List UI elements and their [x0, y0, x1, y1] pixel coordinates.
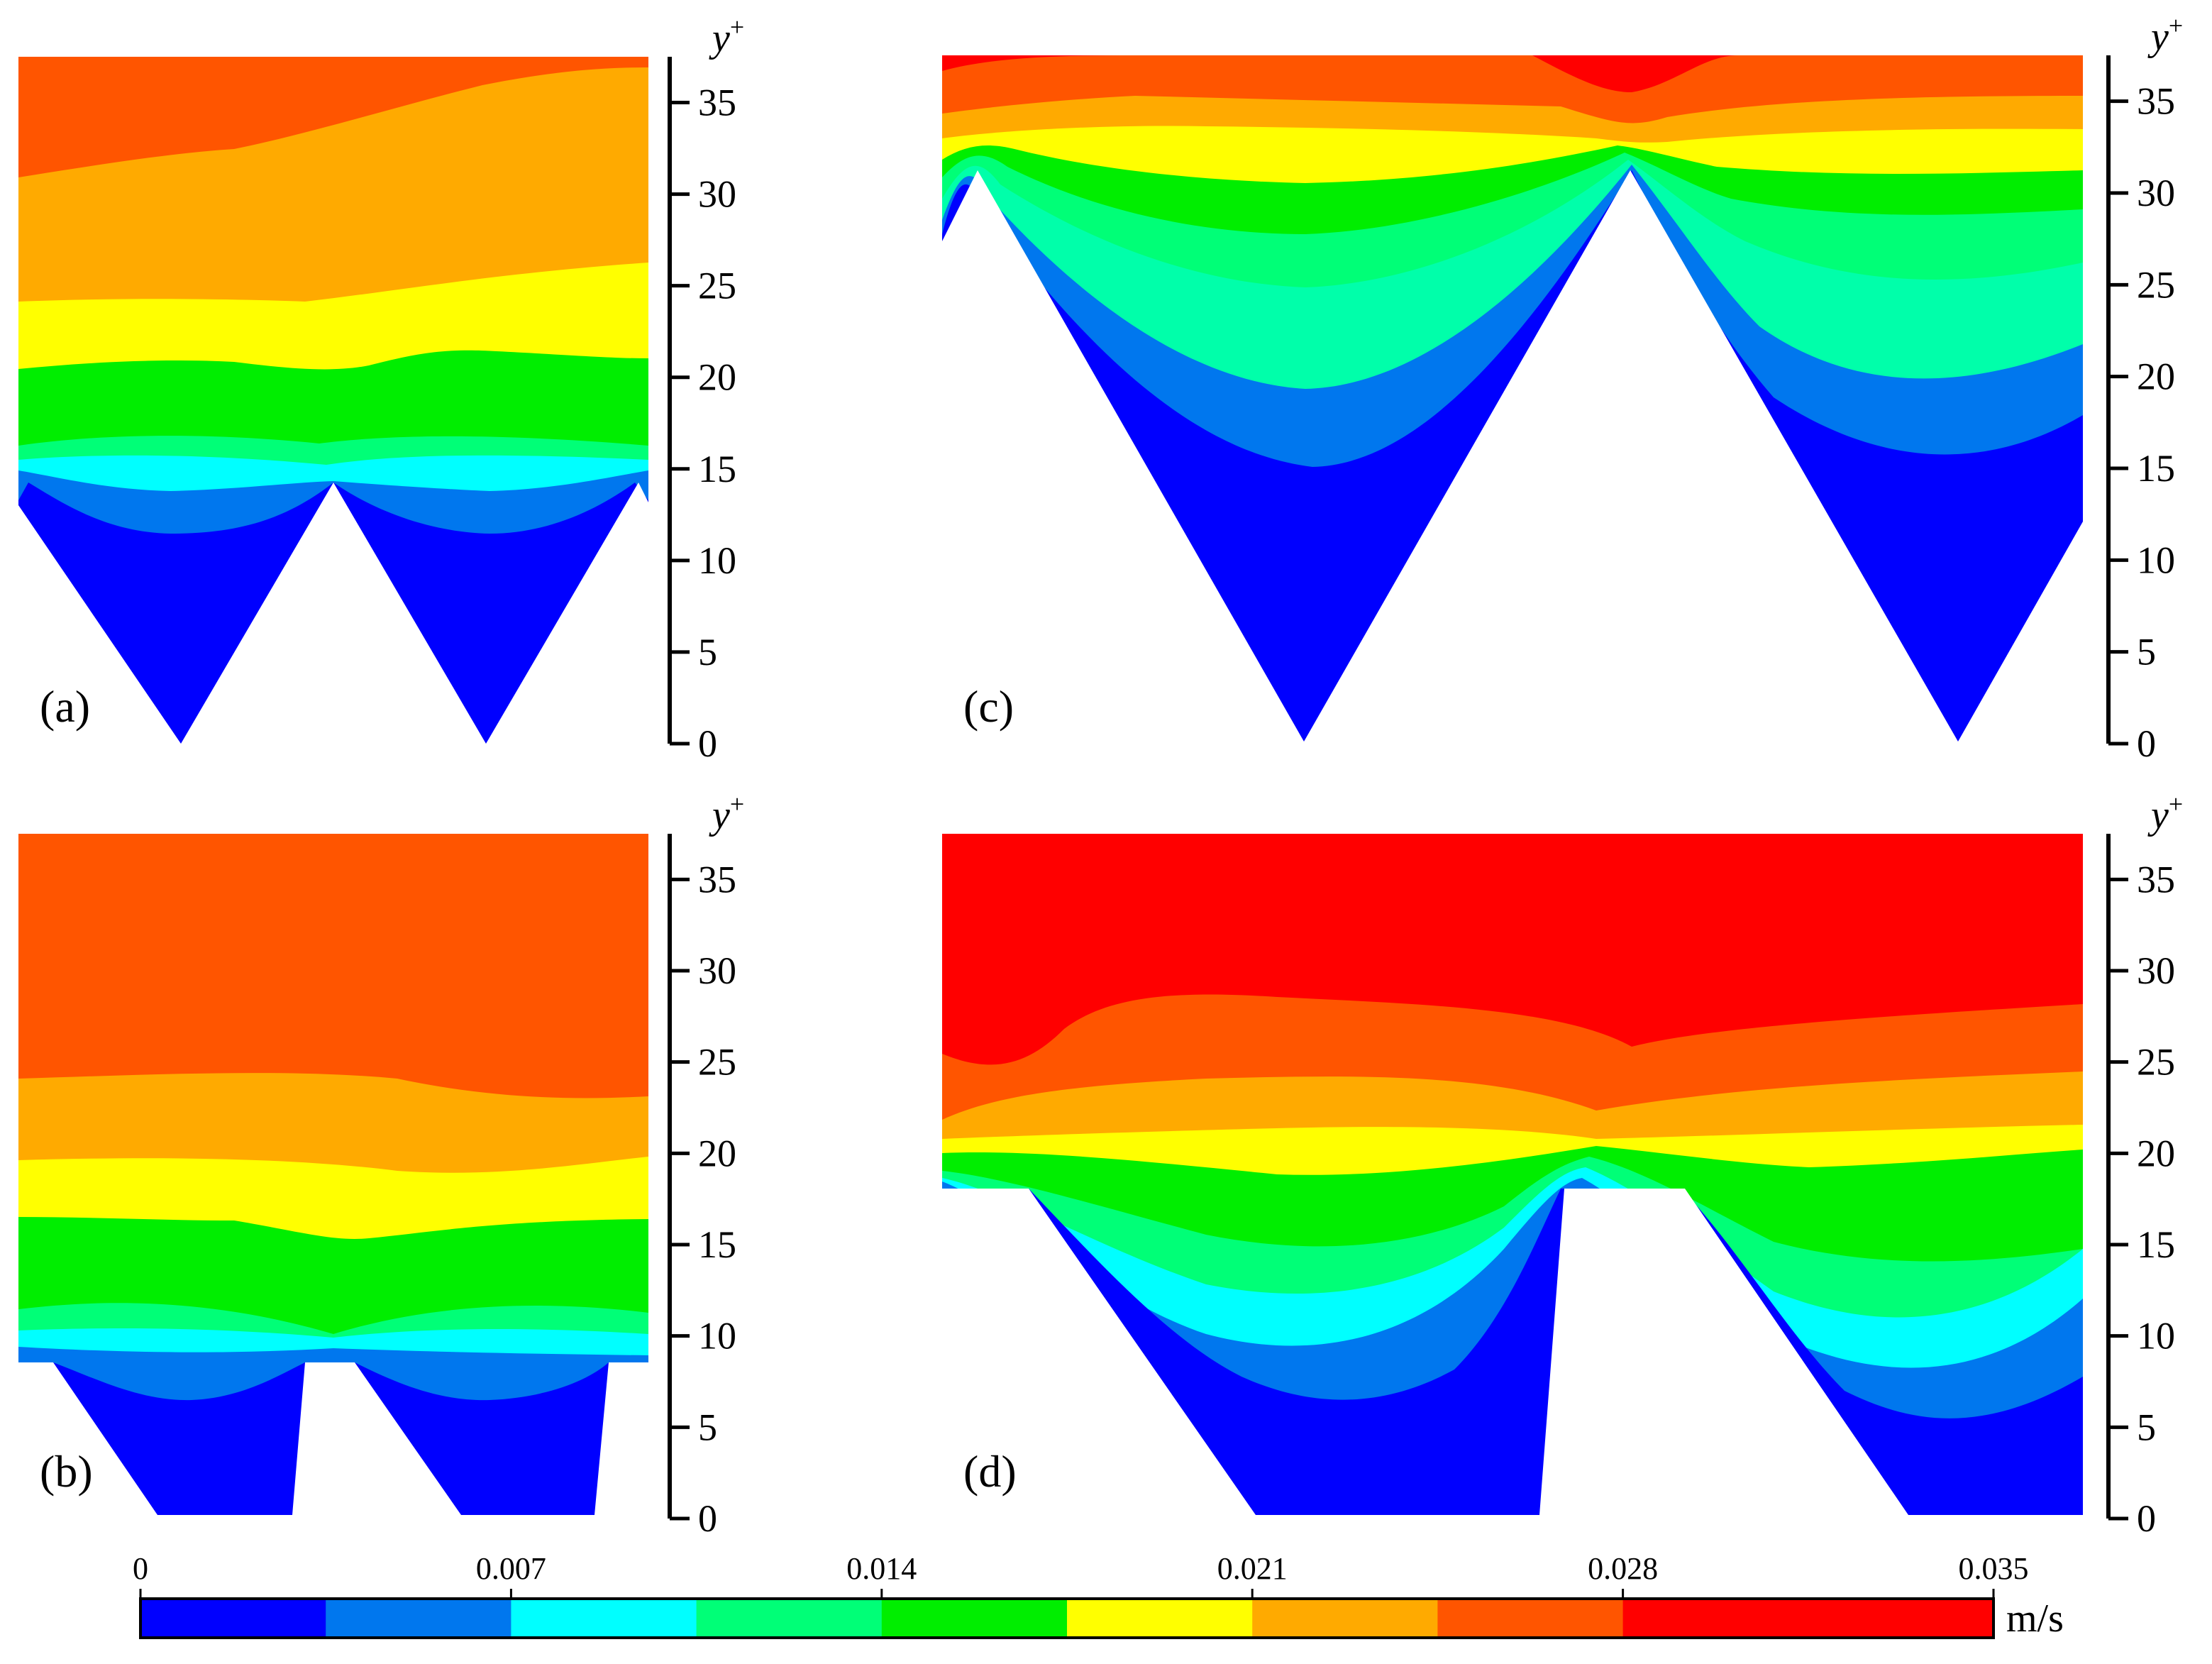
y-tick-label-a-0: 0: [698, 722, 717, 765]
y-tick-label-b-15: 15: [698, 1223, 736, 1266]
colorbar-segment-6: [1252, 1599, 1438, 1638]
y-tick-label-a-30: 30: [698, 173, 736, 216]
colorbar-tick-label-0: 0: [133, 1551, 148, 1586]
y-axes: 0 5 10 15 20 25 30 35 y+ 0 5 10 15 20 25 30 35 y+ 0 5 10 15 20…: [668, 11, 2183, 1540]
y-tick-label-d-5: 5: [2137, 1406, 2156, 1448]
y-tick-label-c-20: 20: [2137, 356, 2175, 398]
panel-label-c: (c): [963, 681, 1014, 732]
y-tick-label-c-10: 10: [2137, 539, 2175, 581]
y-tick-label-a-15: 15: [698, 448, 736, 490]
panel-b-bottom-mask: [18, 1515, 648, 1543]
y-tick-label-c-35: 35: [2137, 80, 2175, 123]
y-tick-label-d-20: 20: [2137, 1132, 2175, 1174]
y-axis-c: 0 5 10 15 20 25 30 35 y+: [2106, 11, 2183, 765]
panel-d: (d): [942, 834, 2083, 1543]
colorbar-tick-label-2: 0.014: [846, 1551, 917, 1586]
colorbar-segment-1: [326, 1599, 511, 1638]
y-tick-label-b-30: 30: [698, 949, 736, 992]
y-axis-a: 0 5 10 15 20 25 30 35 y+: [668, 13, 744, 765]
colorbar-tick-label-1: 0.007: [476, 1551, 546, 1586]
y-tick-label-a-5: 5: [698, 631, 717, 673]
y-tick-label-b-20: 20: [698, 1132, 736, 1174]
y-tick-label-c-0: 0: [2137, 722, 2156, 765]
y-tick-label-d-25: 25: [2137, 1041, 2175, 1084]
riblet-wall-d: [942, 1189, 2083, 1543]
y-tick-label-b-35: 35: [698, 858, 736, 900]
y-tick-label-c-15: 15: [2137, 447, 2175, 490]
y-tick-label-b-0: 0: [698, 1497, 717, 1540]
colorbar-frame: [139, 1597, 1995, 1639]
y-tick-label-d-15: 15: [2137, 1223, 2175, 1266]
y-tick-label-d-35: 35: [2137, 858, 2175, 900]
y-tick-label-a-25: 25: [698, 265, 736, 307]
y-tick-label-b-10: 10: [698, 1315, 736, 1357]
panel-b: (b): [18, 834, 648, 1543]
colorbar-tick-label-5: 0.035: [1959, 1551, 2029, 1586]
y-axis-b: 0 5 10 15 20 25 30 35 y+: [668, 790, 744, 1540]
riblet-wall-a: [18, 483, 648, 766]
colorbar-segment-9: [1808, 1599, 1994, 1638]
y-axis-d: 0 5 10 15 20 25 30 35 y+: [2106, 790, 2183, 1540]
y-tick-label-a-35: 35: [698, 82, 736, 124]
y-tick-label-c-5: 5: [2137, 631, 2156, 673]
y-tick-label-b-5: 5: [698, 1406, 717, 1448]
y-tick-label-c-25: 25: [2137, 263, 2175, 306]
y-tick-label-d-30: 30: [2137, 949, 2175, 992]
colorbar-unit-label: m/s: [2006, 1597, 2064, 1641]
colorbar: 0 0.007 0.014 0.021 0.028 0.035 m/s: [133, 1551, 2064, 1641]
panel-label-b: (b): [40, 1446, 93, 1497]
colorbar-segment-4: [881, 1599, 1068, 1638]
colorbar-segment-0: [140, 1599, 326, 1638]
y-axis-title-a: y+: [709, 13, 744, 60]
y-axis-title-c: y+: [2147, 11, 2183, 59]
colorbar-segment-2: [511, 1599, 697, 1638]
colorbar-segment-3: [696, 1599, 883, 1638]
y-tick-label-a-10: 10: [698, 539, 736, 582]
colorbar-tick-label-4: 0.028: [1588, 1551, 1658, 1586]
colorbar-segment-7: [1437, 1599, 1624, 1638]
y-tick-label-d-0: 0: [2137, 1497, 2156, 1540]
y-tick-label-c-30: 30: [2137, 172, 2175, 214]
riblet-wall-c: [942, 170, 2083, 765]
y-tick-label-b-25: 25: [698, 1041, 736, 1084]
riblet-wall-b: [18, 1362, 648, 1543]
colorbar-segment-8: [1622, 1599, 1809, 1638]
panel-label-a: (a): [40, 681, 90, 732]
colorbar-tick-label-3: 0.021: [1217, 1551, 1288, 1586]
y-axis-title-d: y+: [2147, 790, 2183, 837]
panel-c: (c): [942, 55, 2083, 765]
colorbar-segment-5: [1067, 1599, 1253, 1638]
panel-label-d: (d): [963, 1446, 1017, 1497]
y-tick-label-a-20: 20: [698, 356, 736, 399]
y-tick-label-d-10: 10: [2137, 1315, 2175, 1357]
y-axis-title-b: y+: [709, 790, 744, 837]
panel-a: (a): [18, 57, 648, 766]
